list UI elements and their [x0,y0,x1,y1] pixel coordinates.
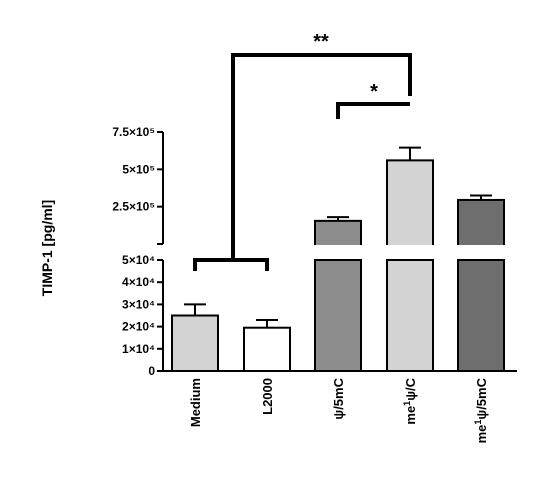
y-tick-label: 5×10⁵ [122,162,155,176]
y-tick-label: 3×10⁴ [122,297,155,311]
y-tick-label: 5×10⁴ [122,253,155,267]
axis-break-gap [385,245,435,259]
y-tick-label: 7.5×10⁵ [112,125,155,139]
group-bracket [193,258,269,271]
x-tick-label: ψ/5mC [331,377,346,419]
bar-lower [386,259,434,372]
bar [243,326,291,372]
y-tick-label: 2.5×10⁵ [112,200,155,214]
x-tick-label: L2000 [260,378,275,415]
y-tick-label: 1×10⁴ [122,342,155,356]
x-tick-label: Medium [188,378,203,427]
x-tick-labels: Medium L2000 ψ/5mC me1ψ/C me1ψ/5mC [188,377,489,443]
axis-break-gap [456,245,506,259]
significance-label: * [370,81,378,103]
axis-break-gap [313,245,363,259]
significance-label: ** [313,31,329,53]
y-tick-label: 4×10⁴ [122,275,155,289]
bar-lower [314,259,362,372]
bar-upper [386,159,434,255]
significance-bracket [231,53,412,260]
x-tick-label: me1ψ/5mC [473,377,489,443]
bar [171,314,219,372]
bars [171,159,506,372]
significance-bracket [336,102,410,119]
bar-lower [457,259,505,372]
error-bars [184,146,492,328]
significance-brackets: *** [193,31,412,271]
y-tick-label: 0 [148,364,155,378]
y-axis-label: TIMP-1 [pg/ml] [39,200,55,296]
y-tick-label: 2×10⁴ [122,320,155,334]
x-tick-label: me1ψ/C [402,377,418,424]
